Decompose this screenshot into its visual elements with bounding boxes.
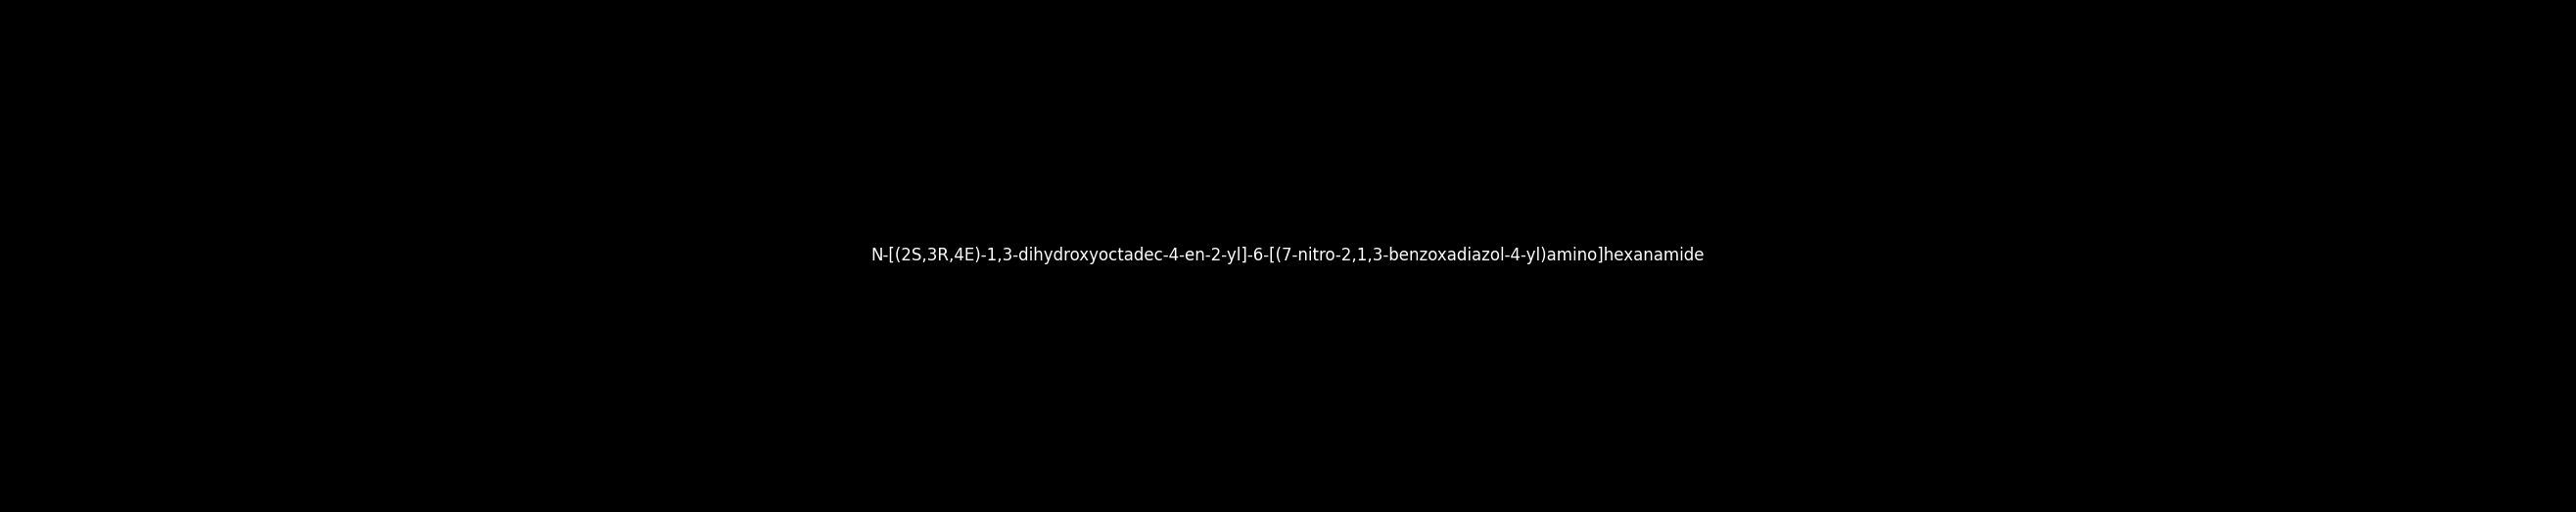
Text: N-[(2S,3R,4E)-1,3-dihydroxyoctadec-4-en-2-yl]-6-[(7-nitro-2,1,3-benzoxadiazol-4-: N-[(2S,3R,4E)-1,3-dihydroxyoctadec-4-en-…: [871, 247, 1705, 265]
